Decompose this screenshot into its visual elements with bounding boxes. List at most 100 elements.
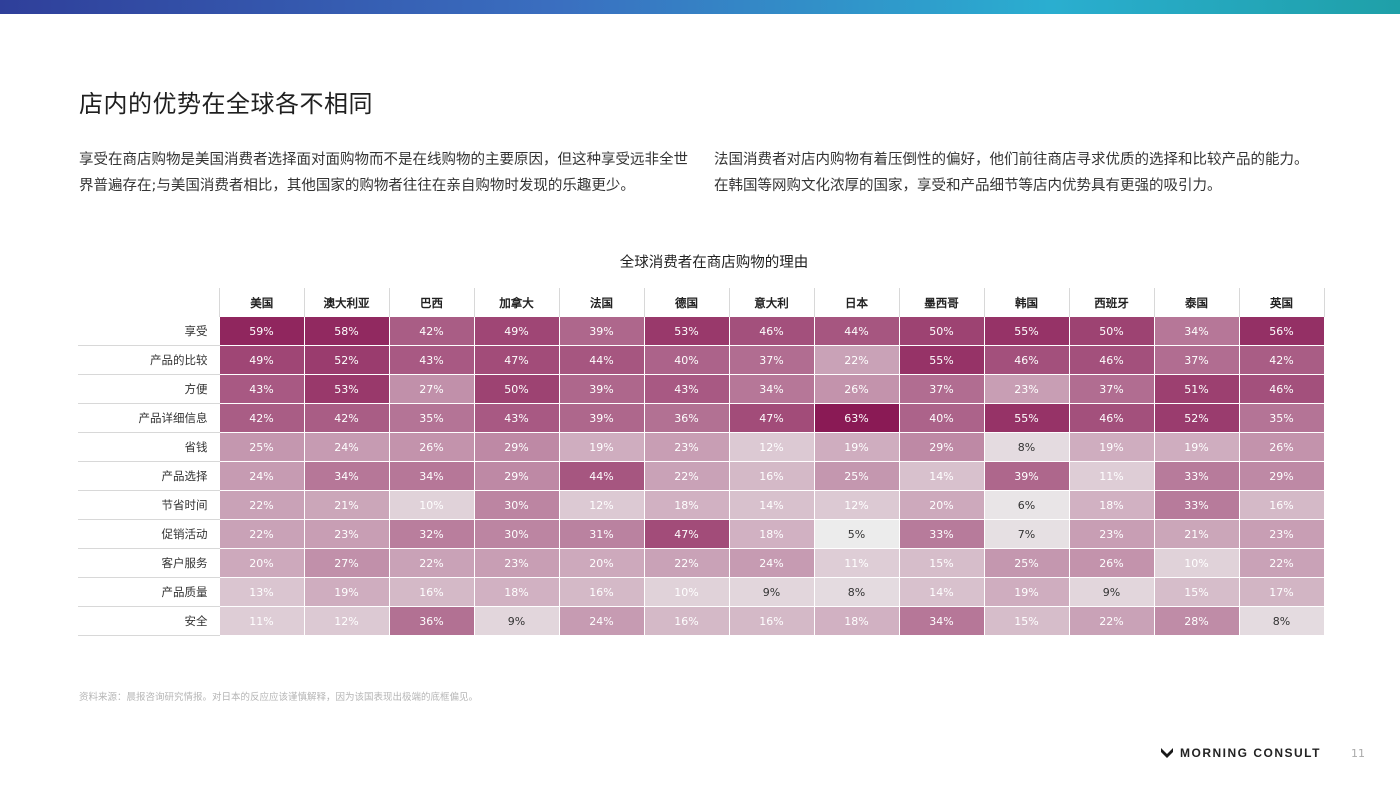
heatmap-cell: 24% — [729, 548, 815, 578]
heatmap-cell: 26% — [814, 374, 900, 404]
heatmap-cell: 44% — [559, 461, 645, 491]
heatmap-cell: 29% — [1239, 461, 1325, 491]
heatmap-cell: 14% — [899, 577, 985, 607]
heatmap-cell: 8% — [984, 432, 1070, 462]
heatmap-cell: 9% — [1069, 577, 1155, 607]
heatmap-cell: 53% — [304, 374, 390, 404]
heatmap-cell: 8% — [814, 577, 900, 607]
heatmap-cell: 39% — [559, 374, 645, 404]
heatmap-cell: 19% — [1069, 432, 1155, 462]
heatmap-cell: 29% — [474, 432, 560, 462]
heatmap-cell: 27% — [389, 374, 475, 404]
heatmap-cell: 32% — [389, 519, 475, 549]
heatmap-cell: 40% — [644, 345, 730, 375]
heatmap-cell: 39% — [559, 317, 645, 346]
heatmap-cell: 42% — [389, 317, 475, 346]
row-label: 客户服务 — [78, 548, 220, 578]
heatmap-cell: 34% — [389, 461, 475, 491]
heatmap-cell: 16% — [729, 606, 815, 636]
heatmap-cell: 25% — [984, 548, 1070, 578]
column-header: 韩国 — [984, 288, 1070, 317]
heatmap-cell: 37% — [729, 345, 815, 375]
heatmap-cell: 46% — [1239, 374, 1325, 404]
heatmap-cell: 37% — [899, 374, 985, 404]
row-label: 享受 — [78, 317, 220, 346]
column-header: 西班牙 — [1069, 288, 1155, 317]
heatmap-cell: 43% — [389, 345, 475, 375]
heatmap-cell: 35% — [1239, 403, 1325, 433]
heatmap-cell: 18% — [729, 519, 815, 549]
heatmap-cell: 11% — [219, 606, 305, 636]
heatmap-cell: 7% — [984, 519, 1070, 549]
heatmap-cell: 33% — [1154, 490, 1240, 520]
heatmap-cell: 55% — [984, 403, 1070, 433]
row-label: 产品详细信息 — [78, 403, 220, 433]
heatmap-cell: 19% — [304, 577, 390, 607]
row-label: 产品质量 — [78, 577, 220, 607]
heatmap-cell: 20% — [559, 548, 645, 578]
heatmap-cell: 12% — [304, 606, 390, 636]
heatmap-cell: 15% — [899, 548, 985, 578]
brand-logo: MORNING CONSULT — [1160, 746, 1321, 760]
heatmap-cell: 56% — [1239, 317, 1325, 346]
heatmap-cell: 9% — [474, 606, 560, 636]
heatmap-cell: 20% — [899, 490, 985, 520]
heatmap-cell: 46% — [1069, 403, 1155, 433]
heatmap-cell: 27% — [304, 548, 390, 578]
column-header: 泰国 — [1154, 288, 1240, 317]
heatmap-cell: 37% — [1069, 374, 1155, 404]
heatmap-cell: 36% — [389, 606, 475, 636]
heatmap-cell: 44% — [559, 345, 645, 375]
heatmap-cell: 28% — [1154, 606, 1240, 636]
heatmap-cell: 63% — [814, 403, 900, 433]
heatmap-cell: 26% — [1239, 432, 1325, 462]
heatmap-cell: 12% — [814, 490, 900, 520]
heatmap-cell: 52% — [1154, 403, 1240, 433]
heatmap-cell: 10% — [1154, 548, 1240, 578]
heatmap-cell: 47% — [474, 345, 560, 375]
heatmap-cell: 16% — [559, 577, 645, 607]
heatmap-table: 美国 澳大利亚 巴西 加拿大 法国 德国 意大利 日本 墨西哥 韩国 西班牙 泰国 英国 享受 59% 58… — [78, 288, 1325, 636]
heatmap-cell: 23% — [984, 374, 1070, 404]
heatmap-cell: 30% — [474, 490, 560, 520]
heatmap-cell: 22% — [1069, 606, 1155, 636]
heatmap-cell: 23% — [304, 519, 390, 549]
heatmap-cell: 55% — [899, 345, 985, 375]
heatmap-cell: 18% — [1069, 490, 1155, 520]
column-header: 墨西哥 — [899, 288, 985, 317]
heatmap-cell: 19% — [814, 432, 900, 462]
heatmap-cell: 9% — [729, 577, 815, 607]
heatmap-cell: 46% — [984, 345, 1070, 375]
heatmap-cell: 31% — [559, 519, 645, 549]
heatmap-cell: 22% — [1239, 548, 1325, 578]
heatmap-cell: 24% — [559, 606, 645, 636]
heatmap-cell: 47% — [644, 519, 730, 549]
heatmap-cell: 34% — [304, 461, 390, 491]
heatmap-cell: 55% — [984, 317, 1070, 346]
heatmap-cell: 23% — [1069, 519, 1155, 549]
heatmap-cell: 12% — [729, 432, 815, 462]
heatmap-row: 产品质量 13% 19% 16% 18% 16% 10% 9% 8% 14% 19% 9% 15% 17% — [78, 577, 1325, 607]
heatmap-row: 方便 43% 53% 27% 50% 39% 43% 34% 26% 37% 23% 37% 51% 46… — [78, 374, 1325, 404]
heatmap-cell: 23% — [1239, 519, 1325, 549]
heatmap-cell: 44% — [814, 317, 900, 346]
heatmap-cell: 34% — [729, 374, 815, 404]
heatmap-cell: 42% — [1239, 345, 1325, 375]
intro-paragraph-left: 享受在商店购物是美国消费者选择面对面购物而不是在线购物的主要原因，但这种享受远非… — [79, 152, 688, 194]
heatmap-cell: 33% — [899, 519, 985, 549]
heatmap-cell: 16% — [1239, 490, 1325, 520]
heatmap-cell: 10% — [644, 577, 730, 607]
heatmap-cell: 36% — [644, 403, 730, 433]
row-label: 省钱 — [78, 432, 220, 462]
heatmap-cell: 16% — [389, 577, 475, 607]
heatmap-cell: 14% — [729, 490, 815, 520]
heatmap-cell: 30% — [474, 519, 560, 549]
heatmap-cell: 50% — [474, 374, 560, 404]
intro-paragraph-right: 法国消费者对店内购物有着压倒性的偏好，他们前往商店寻求优质的选择和比较产品的能力… — [714, 152, 1309, 194]
heatmap-cell: 22% — [389, 548, 475, 578]
heatmap-cell: 43% — [219, 374, 305, 404]
heatmap-cell: 53% — [644, 317, 730, 346]
heatmap-cell: 18% — [814, 606, 900, 636]
heatmap-row: 享受 59% 58% 42% 49% 39% 53% 46% 44% 50% 55% 50% 34% 56… — [78, 317, 1325, 346]
heatmap-cell: 29% — [899, 432, 985, 462]
